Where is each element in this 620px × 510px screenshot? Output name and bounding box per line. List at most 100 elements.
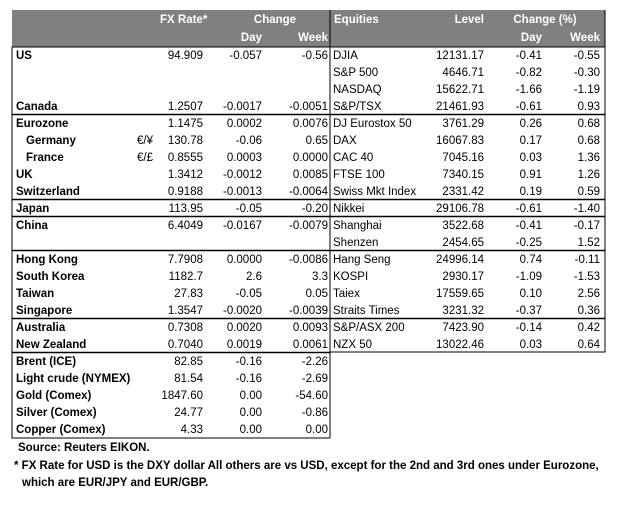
- equity-level: 4646.71: [442, 67, 484, 79]
- fx-rate: 0.7308: [168, 322, 203, 334]
- equity-name: S&P/TSX: [333, 101, 382, 113]
- group-lines: [12, 113, 605, 354]
- equity-week: 0.93: [578, 101, 600, 113]
- equity-level: 2454.65: [442, 237, 484, 249]
- fx-rate: 1.2507: [168, 101, 203, 113]
- equity-level: 7340.15: [442, 169, 484, 181]
- currency-pair: €/£: [137, 152, 154, 164]
- equity-day: 0.91: [520, 169, 542, 181]
- equity-week: -0.11: [575, 254, 600, 266]
- header-fx: FX Rate*: [160, 14, 208, 26]
- equity-name: KOSPI: [333, 271, 368, 283]
- row-label: Switzerland: [16, 186, 80, 198]
- equity-week: 1.26: [578, 169, 600, 181]
- equity-day: 0.17: [520, 135, 542, 147]
- header-eq-week: Week: [570, 32, 600, 44]
- equity-day: 0.03: [520, 152, 542, 164]
- row-label: Canada: [16, 101, 58, 113]
- header-day: Day: [241, 32, 263, 44]
- row-label: China: [16, 220, 49, 232]
- equity-week: 0.68: [578, 135, 600, 147]
- equity-name: DJ Eurostox 50: [333, 118, 412, 130]
- equity-level: 2930.17: [442, 271, 484, 283]
- fx-week: -0.0086: [289, 254, 328, 266]
- fx-rate: 7.7908: [168, 254, 203, 266]
- currency-pair: €/¥: [137, 135, 154, 147]
- equity-day: 0.10: [520, 288, 542, 300]
- fx-week: 3.3: [312, 271, 328, 283]
- fx-rate: 1847.60: [161, 390, 203, 402]
- fx-week: -0.0079: [289, 220, 328, 232]
- fx-rate: 0.7040: [168, 339, 203, 351]
- equity-name: Straits Times: [333, 305, 400, 317]
- equity-name: DJIA: [333, 50, 358, 62]
- row-label: US: [16, 50, 32, 62]
- borders: [11, 10, 606, 439]
- equity-week: 0.68: [578, 118, 600, 130]
- equity-level: 3231.32: [442, 305, 484, 317]
- fx-week: 0.65: [306, 135, 328, 147]
- equity-name: Hang Seng: [333, 254, 391, 266]
- header-equities: Equities: [334, 14, 379, 26]
- fx-day: 0.00: [240, 407, 262, 419]
- equity-day: -0.14: [516, 322, 543, 334]
- fx-rate: 1.3412: [168, 169, 203, 181]
- equity-name: NASDAQ: [333, 84, 382, 96]
- fx-day: -0.05: [236, 203, 262, 215]
- equity-level: 7045.16: [442, 152, 484, 164]
- row-label: New Zealand: [16, 339, 86, 351]
- equity-week: 1.52: [578, 237, 600, 249]
- fx-week: -0.20: [302, 203, 328, 215]
- fx-week: 0.05: [306, 288, 328, 300]
- fx-week: -0.0039: [289, 305, 328, 317]
- fx-rate: 81.54: [174, 373, 203, 385]
- equity-name: NZX 50: [333, 339, 372, 351]
- equity-name: DAX: [333, 135, 357, 147]
- fx-week: 0.0000: [293, 152, 328, 164]
- equity-name: Nikkei: [333, 203, 364, 215]
- fx-rate: 94.909: [168, 50, 203, 62]
- equity-week: 1.36: [578, 152, 600, 164]
- equity-name: Shenzen: [333, 237, 378, 249]
- equity-name: Shanghai: [333, 220, 382, 232]
- fx-week: -54.60: [295, 390, 328, 402]
- fx-week: -2.69: [302, 373, 328, 385]
- note: which are EUR/JPY and EUR/GBP.: [21, 477, 208, 489]
- row-label: Germany: [26, 135, 76, 147]
- fx-day: -0.05: [236, 288, 262, 300]
- fx-week: -2.26: [302, 356, 328, 368]
- fx-day: -0.16: [236, 356, 262, 368]
- header-bg: [12, 10, 605, 47]
- equity-level: 3761.29: [442, 118, 484, 130]
- equity-level: 7423.90: [442, 322, 484, 334]
- fx-day: 0.00: [240, 390, 262, 402]
- fx-week: 0.0076: [293, 118, 328, 130]
- equity-day: -0.82: [516, 67, 542, 79]
- equity-day: -0.41: [516, 50, 542, 62]
- equity-name: Swiss Mkt Index: [333, 186, 416, 198]
- row-label: Australia: [16, 322, 66, 334]
- equity-week: 0.59: [578, 186, 600, 198]
- row-label: France: [26, 152, 64, 164]
- note: * FX Rate for USD is the DXY dollar All …: [14, 460, 599, 472]
- row-label: Japan: [16, 203, 49, 215]
- header-week: Week: [298, 32, 328, 44]
- fx-day: 0.0003: [227, 152, 262, 164]
- equity-level: 2331.42: [442, 186, 484, 198]
- row-label: Light crude (NYMEX): [16, 373, 131, 385]
- equity-week: -1.19: [574, 84, 600, 96]
- row-label: Silver (Comex): [16, 407, 97, 419]
- row-label: Singapore: [16, 305, 72, 317]
- fx-day: 2.6: [246, 271, 262, 283]
- equity-level: 15622.71: [436, 84, 484, 96]
- equity-level: 12131.17: [436, 50, 484, 62]
- equity-day: -1.09: [516, 271, 542, 283]
- equity-week: -0.17: [574, 220, 600, 232]
- equity-day: -1.66: [516, 84, 542, 96]
- equity-name: S&P 500: [333, 67, 378, 79]
- fx-week: -0.0064: [289, 186, 329, 198]
- fx-day: 0.0002: [227, 118, 262, 130]
- equity-day: 0.74: [520, 254, 543, 266]
- fx-day: -0.06: [236, 135, 262, 147]
- fx-day: -0.0167: [223, 220, 262, 232]
